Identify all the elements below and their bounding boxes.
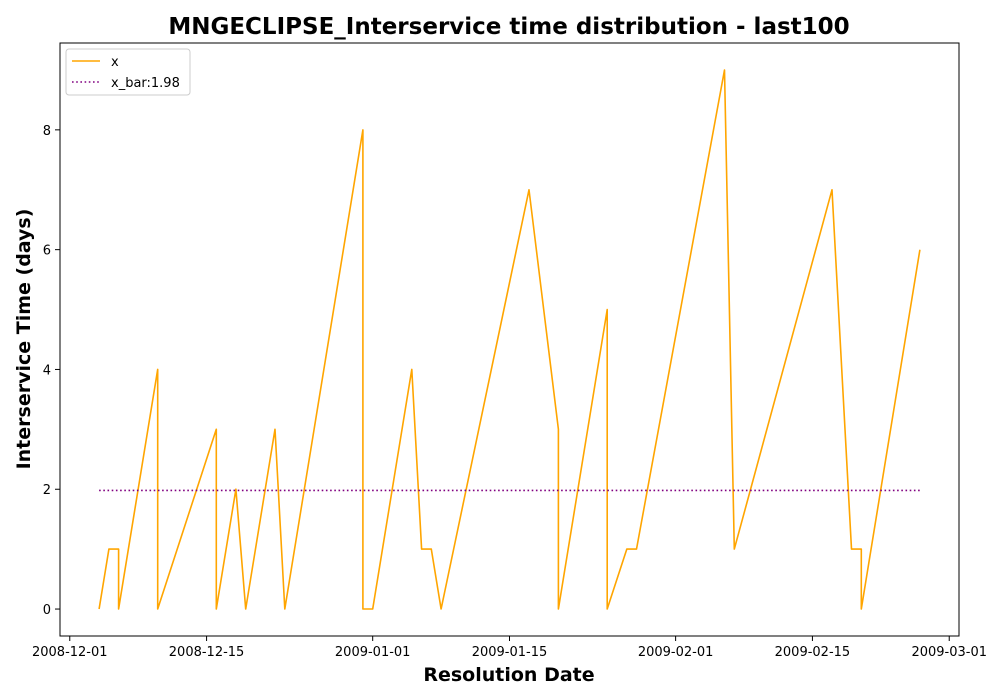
chart-title: MNGECLIPSE_Interservice time distributio… — [168, 14, 849, 40]
y-axis-label: Interservice Time (days) — [13, 209, 35, 470]
x-tick-label: 2008-12-01 — [32, 645, 108, 660]
y-tick-label: 4 — [43, 363, 51, 378]
y-tick-label: 6 — [43, 244, 51, 259]
y-tick-label: 8 — [43, 124, 51, 139]
x-tick-label: 2009-01-15 — [472, 645, 548, 660]
x-tick-label: 2009-01-01 — [335, 645, 411, 660]
x-axis-label: Resolution Date — [423, 664, 594, 686]
y-tick-label: 2 — [43, 483, 51, 498]
y-tick-label: 0 — [43, 603, 51, 618]
legend-entry-label: x_bar:1.98 — [111, 76, 180, 91]
legend-entry-label: x — [111, 55, 119, 70]
x-tick-label: 2009-03-01 — [911, 645, 987, 660]
x-tick-label: 2009-02-15 — [775, 645, 851, 660]
series-line-x — [98, 69, 921, 610]
x-tick-label: 2009-02-01 — [638, 645, 714, 660]
legend: x x_bar:1.98 — [65, 48, 191, 96]
x-tick-label: 2008-12-15 — [169, 645, 245, 660]
